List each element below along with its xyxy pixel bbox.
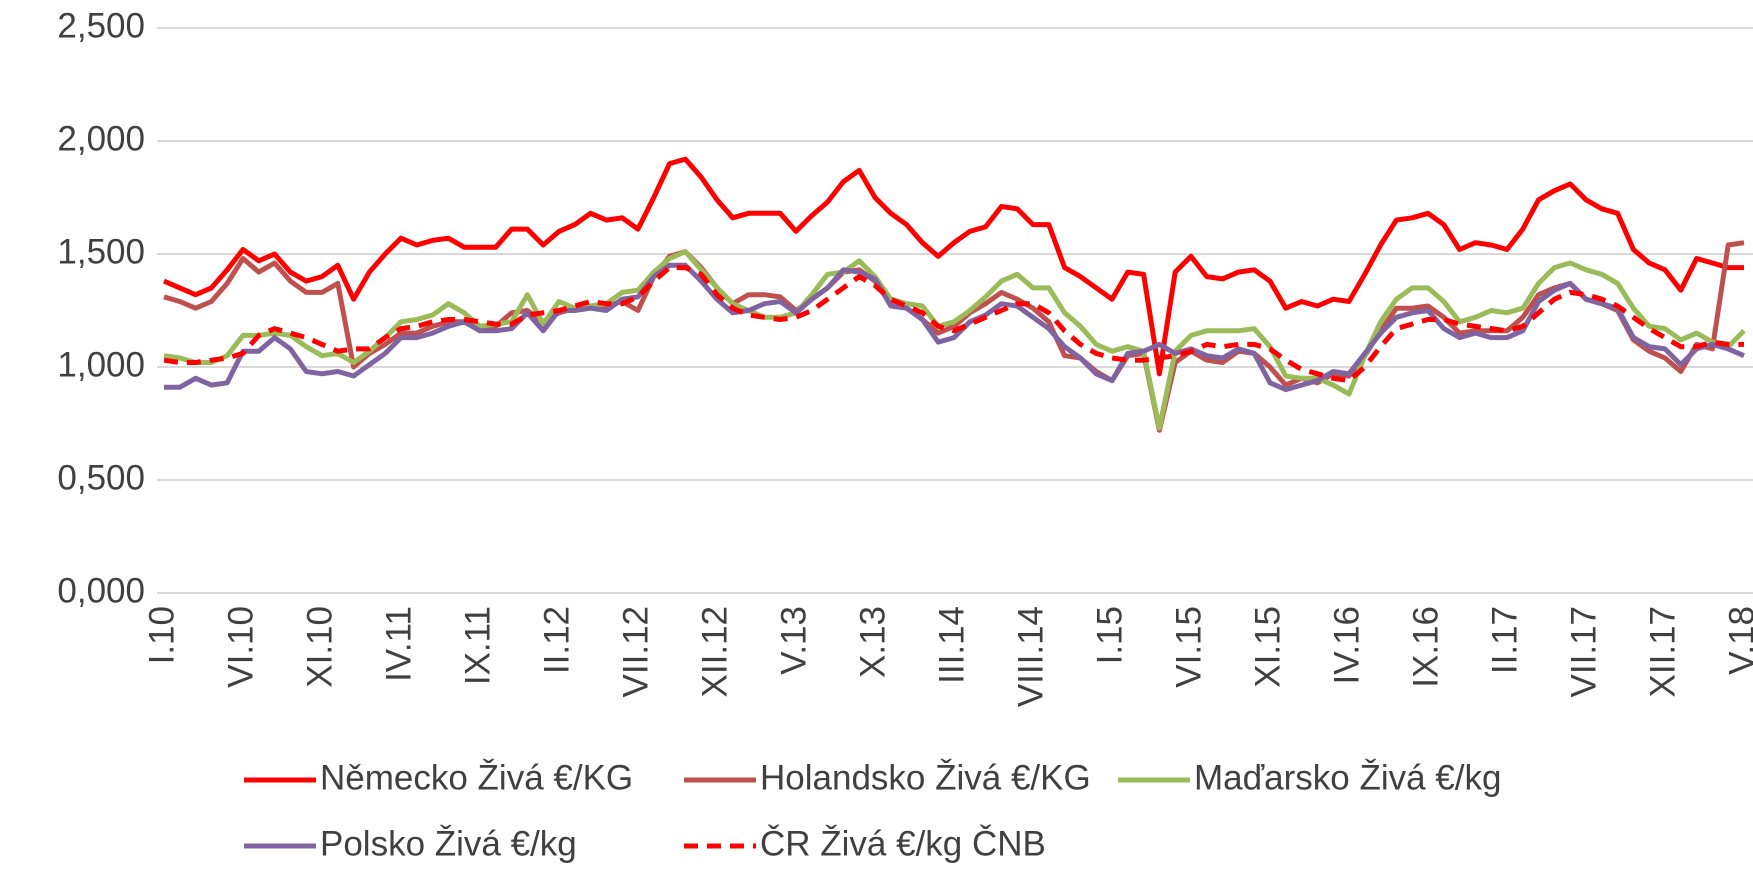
x-tick-label: V.13 (774, 606, 813, 675)
x-tick-label: IX.11 (458, 606, 497, 685)
x-tick-label: IV.11 (379, 606, 418, 682)
x-tick-label: IX.16 (1406, 606, 1445, 688)
x-tick-label: X.13 (853, 606, 892, 678)
x-tick-label: XII.12 (695, 606, 734, 697)
legend-label: Německo Živá €/KG (320, 758, 633, 797)
x-tick-label: V.18 (1722, 606, 1753, 675)
x-tick-label: XI.10 (300, 606, 339, 688)
x-tick-label: II.17 (1485, 606, 1524, 674)
series-line (163, 265, 1744, 384)
legend-label: Maďarsko Živá €/kg (1194, 758, 1501, 797)
y-tick-label: 2,000 (57, 119, 145, 158)
series-line (163, 240, 1745, 433)
x-tick-label: II.12 (537, 606, 576, 674)
x-tick-label: XI.15 (1248, 606, 1287, 688)
x-tick-label: IV.16 (1327, 606, 1366, 685)
x-tick-label: VII.12 (616, 606, 655, 697)
x-tick-label: VII.17 (1564, 606, 1603, 697)
x-tick-label: I.10 (142, 606, 181, 664)
x-tick-label: I.15 (1090, 606, 1129, 664)
x-tick-label: VI.10 (221, 606, 260, 688)
x-tick-label: VIII.14 (1011, 606, 1050, 707)
series-line (163, 156, 1744, 377)
y-tick-label: 1,000 (57, 345, 145, 384)
legend-label: Polsko Živá €/kg (320, 824, 577, 863)
legend-label: ČR Živá €/kg ČNB (760, 824, 1046, 863)
series-line (164, 262, 1745, 393)
y-tick-label: 0,500 (57, 458, 145, 497)
x-tick-label: VI.15 (1169, 606, 1208, 688)
y-tick-label: 0,000 (57, 571, 145, 610)
legend-label: Holandsko Živá €/KG (760, 758, 1091, 797)
y-tick-label: 2,500 (57, 6, 145, 45)
series-line (163, 249, 1746, 431)
x-tick-label: XII.17 (1643, 606, 1682, 697)
x-tick-label: III.14 (932, 606, 971, 684)
y-tick-label: 1,500 (57, 232, 145, 271)
